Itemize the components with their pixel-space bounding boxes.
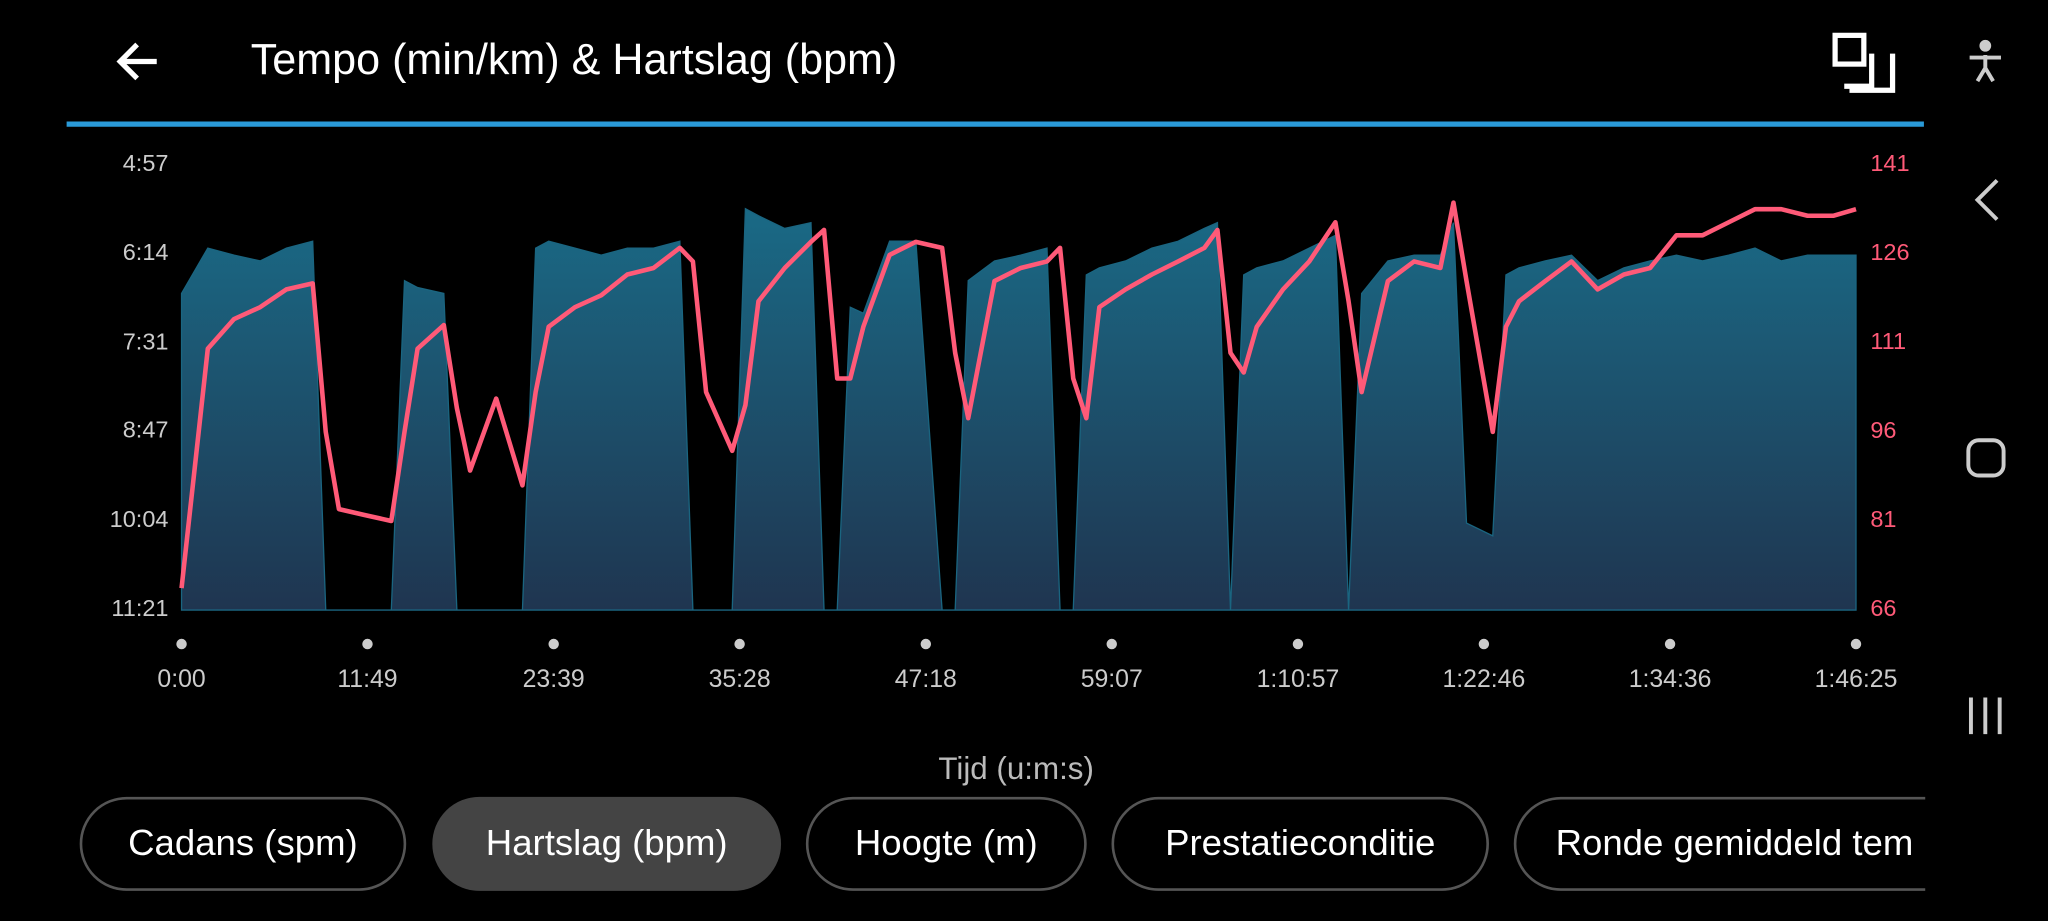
x-tick-label: 47:18	[895, 666, 957, 693]
x-tick-mark	[1478, 638, 1490, 650]
y-tick-label: 10:04	[110, 506, 169, 532]
x-tick-mark	[1850, 638, 1862, 650]
tab-label: Cadans (spm)	[128, 822, 358, 863]
system-nav	[1966, 39, 2006, 735]
x-tick-label: 1:34:36	[1629, 666, 1712, 693]
x-tick-mark	[362, 638, 373, 650]
tab-chip[interactable]	[1111, 796, 1489, 891]
y2-tick-label: 66	[1870, 595, 1896, 621]
tab-label: Hoogte (m)	[855, 822, 1038, 863]
x-tick-label: 0:00	[157, 666, 205, 693]
tab-chip[interactable]	[805, 796, 1087, 891]
x-tick-mark	[548, 638, 559, 650]
x-tick-mark	[920, 638, 932, 650]
y-tick-label: 6:14	[123, 239, 169, 265]
y2-tick-label: 111	[1870, 328, 1906, 354]
heart-rate-line	[179, 200, 1857, 589]
nav-recents[interactable]	[1968, 697, 2002, 735]
y-tick-label: 4:57	[123, 150, 169, 176]
x-tick-label: 35:28	[709, 666, 771, 693]
y2-tick-label: 141	[1870, 150, 1909, 176]
x-tick-label: 1:22:46	[1443, 666, 1526, 693]
accessibility-icon	[1969, 54, 2001, 83]
fullscreen-button[interactable]	[1832, 32, 1896, 93]
tab-chip[interactable]	[1513, 796, 1985, 891]
y-tick-label: 7:31	[123, 328, 169, 354]
pace-area	[180, 207, 1857, 611]
x-tick-mark	[734, 638, 745, 650]
x-tick-label: 11:49	[337, 666, 397, 693]
y-tick-label: 8:47	[123, 417, 169, 443]
tab-chip[interactable]	[432, 796, 782, 891]
accessibility-button[interactable]	[1979, 39, 1992, 52]
x-tick-mark	[1664, 638, 1676, 650]
plot: 11:21 10:04 8:47 7:31 6:14 4:57 66 81 96 111 126 14…	[110, 150, 1910, 693]
y2-tick-label: 81	[1870, 506, 1896, 532]
tab-label: Hartslag (bpm)	[486, 822, 728, 863]
nav-back[interactable]	[1974, 178, 1999, 221]
tab-chip[interactable]	[79, 796, 407, 891]
x-tick-mark	[176, 638, 187, 650]
x-tick-label: 1:10:57	[1257, 666, 1340, 693]
x-tick-mark	[1106, 638, 1117, 650]
x-tick-label: 59:07	[1081, 666, 1143, 693]
page-title: Tempo (min/km) & Hartslag (bpm)	[251, 36, 898, 84]
x-axis-title: Tijd (u:m:s)	[938, 751, 1093, 786]
back-button[interactable]	[116, 42, 157, 81]
tab-label: Prestatieconditie	[1165, 822, 1435, 863]
nav-home[interactable]	[1966, 438, 2006, 478]
tab-label: Ronde gemiddeld tem	[1556, 822, 1914, 863]
y2-tick-label: 126	[1870, 239, 1909, 265]
x-tick-mark	[1292, 638, 1304, 650]
x-tick-label: 23:39	[523, 666, 585, 693]
y-tick-label: 11:21	[111, 595, 168, 621]
y2-tick-label: 96	[1870, 417, 1896, 443]
tab-bar: Cadans (spm) Hartslag (bpm) Hoogte (m) Pres…	[79, 796, 1985, 891]
x-tick-label: 1:46:25	[1815, 666, 1898, 693]
